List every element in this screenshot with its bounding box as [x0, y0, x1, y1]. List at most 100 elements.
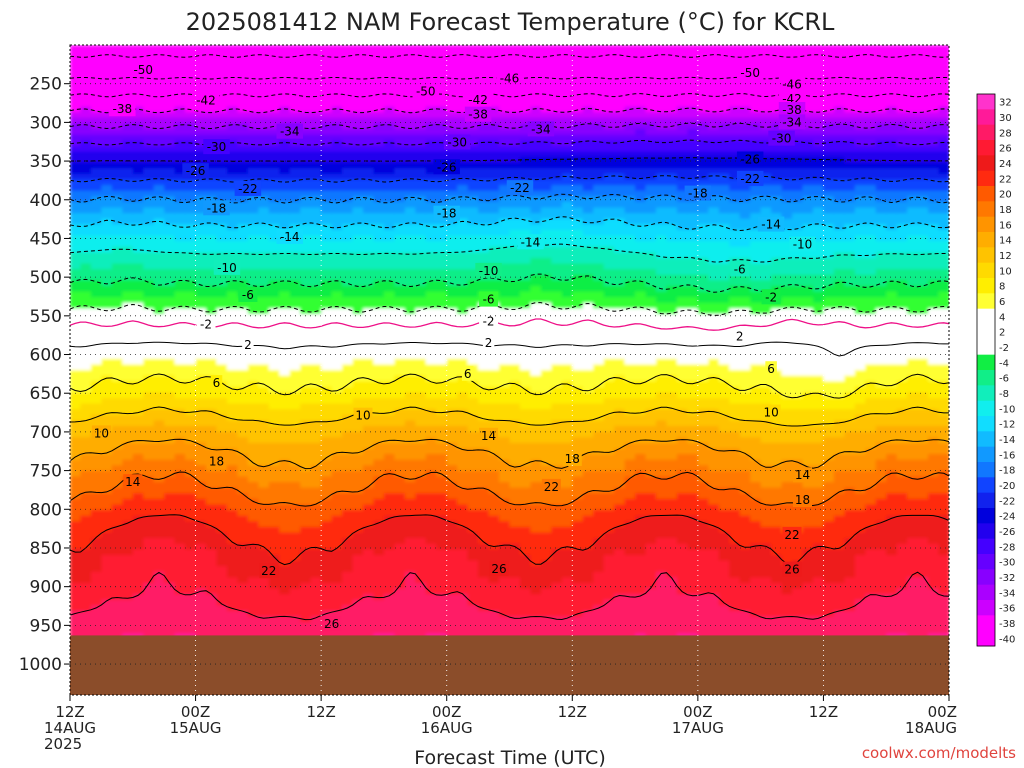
fill-cell: [111, 252, 124, 259]
fill-cell: [394, 61, 406, 69]
fill-cell: [195, 510, 207, 517]
fill-cell: [425, 145, 438, 153]
fill-cell: [499, 448, 511, 455]
fill-cell: [331, 627, 343, 635]
fill-cell: [268, 157, 281, 164]
fill-cell: [383, 622, 396, 629]
fill-cell: [164, 218, 176, 226]
fill-cell: [247, 521, 260, 528]
fill-cell: [300, 168, 312, 175]
fill-cell: [478, 173, 490, 181]
fill-cell: [258, 229, 270, 237]
fill-cell: [226, 140, 239, 147]
fill-cell: [321, 61, 333, 69]
fill-cell: [101, 588, 113, 595]
fill-cell: [195, 627, 207, 635]
fill-cell: [394, 610, 406, 618]
fill-cell: [237, 582, 249, 590]
fill-cell: [488, 134, 500, 142]
fill-cell: [122, 330, 134, 338]
fill-cell: [436, 459, 448, 467]
fill-cell: [258, 594, 270, 601]
fill-cell: [519, 78, 532, 86]
fill-cell: [268, 190, 281, 198]
fill-cell: [111, 302, 124, 310]
fill-cell: [383, 588, 396, 595]
fill-cell: [143, 224, 155, 231]
fill-cell: [164, 291, 176, 298]
fill-cell: [289, 168, 302, 175]
fill-cell: [279, 168, 291, 175]
fill-cell: [174, 515, 186, 523]
fill-cell: [226, 554, 239, 562]
fill-cell: [237, 543, 249, 551]
fill-cell: [101, 627, 113, 635]
fill-cell: [206, 616, 218, 623]
fill-cell: [195, 84, 207, 91]
fill-cell: [80, 470, 92, 478]
fill-cell: [122, 45, 134, 52]
fill-cell: [195, 213, 207, 220]
fill-cell: [300, 280, 312, 287]
fill-cell: [122, 235, 134, 242]
fill-cell: [70, 386, 82, 394]
fill-cell: [237, 201, 249, 209]
fill-cell: [174, 532, 186, 539]
fill-cell: [331, 207, 343, 214]
fill-cell: [185, 341, 197, 349]
fill-cell: [363, 498, 375, 506]
fill-cell: [90, 504, 103, 511]
fill-cell: [289, 269, 302, 276]
fill-cell: [70, 263, 82, 270]
fill-cell: [101, 207, 113, 214]
fill-cell: [436, 185, 448, 192]
fill-cell: [509, 470, 521, 478]
fill-cell: [394, 50, 406, 57]
fill-cell: [122, 487, 134, 495]
fill-cell: [499, 442, 511, 450]
fill-cell: [363, 381, 375, 388]
fill-cell: [321, 78, 333, 86]
fill-cell: [310, 336, 322, 343]
fill-cell: [404, 454, 417, 461]
fill-cell: [164, 521, 176, 528]
fill-cell: [80, 129, 92, 136]
fill-cell: [310, 185, 322, 192]
fill-cell: [457, 123, 469, 130]
fill-cell: [383, 145, 396, 153]
fill-cell: [352, 392, 364, 399]
fill-cell: [70, 302, 82, 310]
fill-cell: [216, 117, 228, 125]
fill-cell: [415, 370, 427, 377]
fill-cell: [174, 129, 186, 136]
fill-cell: [457, 442, 469, 450]
fill-cell: [247, 263, 260, 270]
fill-cell: [352, 566, 364, 573]
fill-cell: [185, 370, 197, 377]
fill-cell: [279, 246, 291, 254]
fill-cell: [467, 493, 479, 500]
fill-cell: [101, 375, 113, 382]
fill-cell: [436, 554, 448, 562]
fill-cell: [279, 257, 291, 265]
fill-cell: [185, 627, 197, 635]
fill-cell: [111, 470, 124, 478]
fill-cell: [509, 213, 521, 220]
fill-cell: [268, 134, 281, 142]
fill-cell: [122, 73, 134, 80]
fill-cell: [509, 392, 521, 399]
fill-cell: [279, 414, 291, 422]
fill-cell: [436, 588, 448, 595]
fill-cell: [80, 61, 92, 69]
fill-cell: [268, 168, 281, 175]
fill-cell: [258, 106, 270, 114]
fill-cell: [488, 364, 500, 371]
fill-cell: [122, 218, 134, 226]
fill-cell: [101, 381, 113, 388]
fill-cell: [226, 168, 239, 175]
fill-cell: [373, 73, 385, 80]
fill-cell: [80, 605, 92, 612]
fill-cell: [509, 50, 521, 57]
fill-cell: [310, 274, 322, 282]
fill-cell: [247, 140, 260, 147]
